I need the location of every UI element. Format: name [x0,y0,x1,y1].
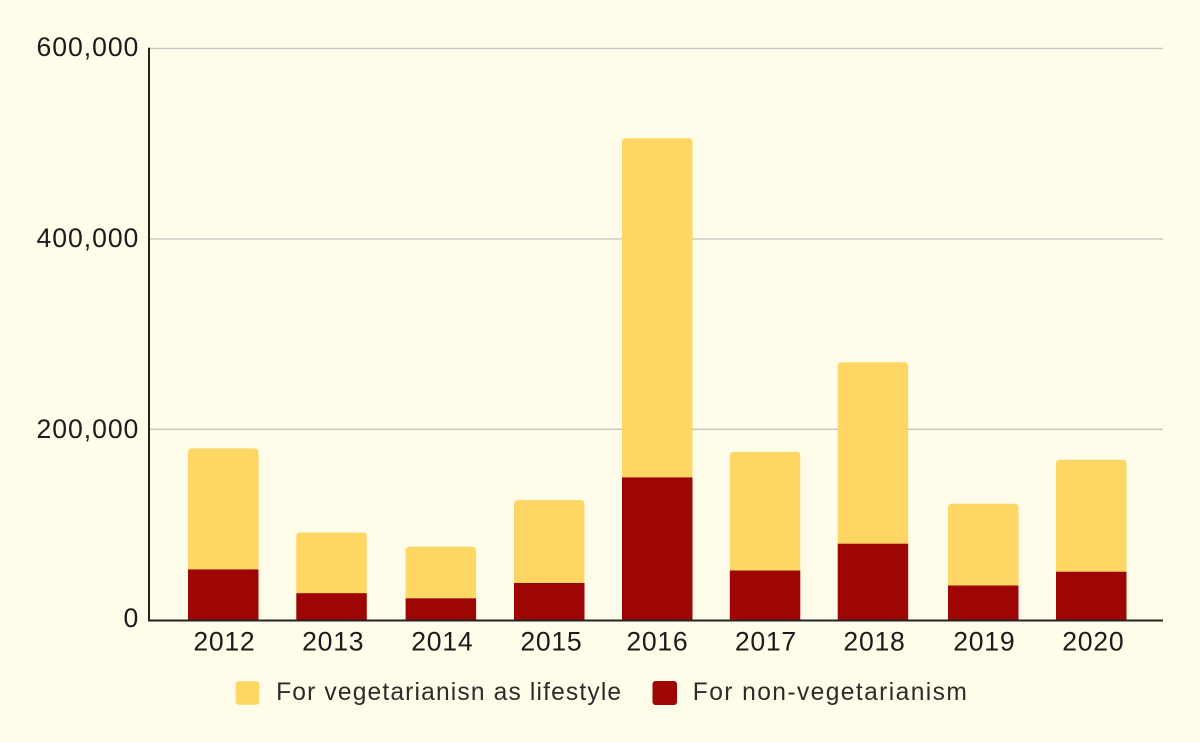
svg-text:2015: 2015 [520,627,582,657]
svg-text:2020: 2020 [1062,627,1124,657]
svg-text:For vegetarianisn as lifestyle: For vegetarianisn as lifestyle [276,679,622,706]
svg-text:0: 0 [124,603,140,633]
svg-text:2013: 2013 [302,627,364,657]
svg-text:2018: 2018 [843,627,905,657]
svg-text:2014: 2014 [411,627,473,657]
svg-text:2016: 2016 [626,627,688,657]
svg-text:For non-vegetarianism: For non-vegetarianism [693,679,968,706]
svg-text:2019: 2019 [953,627,1015,657]
svg-text:2012: 2012 [193,627,255,657]
svg-text:600,000: 600,000 [37,32,140,62]
svg-text:2017: 2017 [735,627,797,657]
svg-text:400,000: 400,000 [37,223,140,253]
svg-text:200,000: 200,000 [37,414,140,444]
